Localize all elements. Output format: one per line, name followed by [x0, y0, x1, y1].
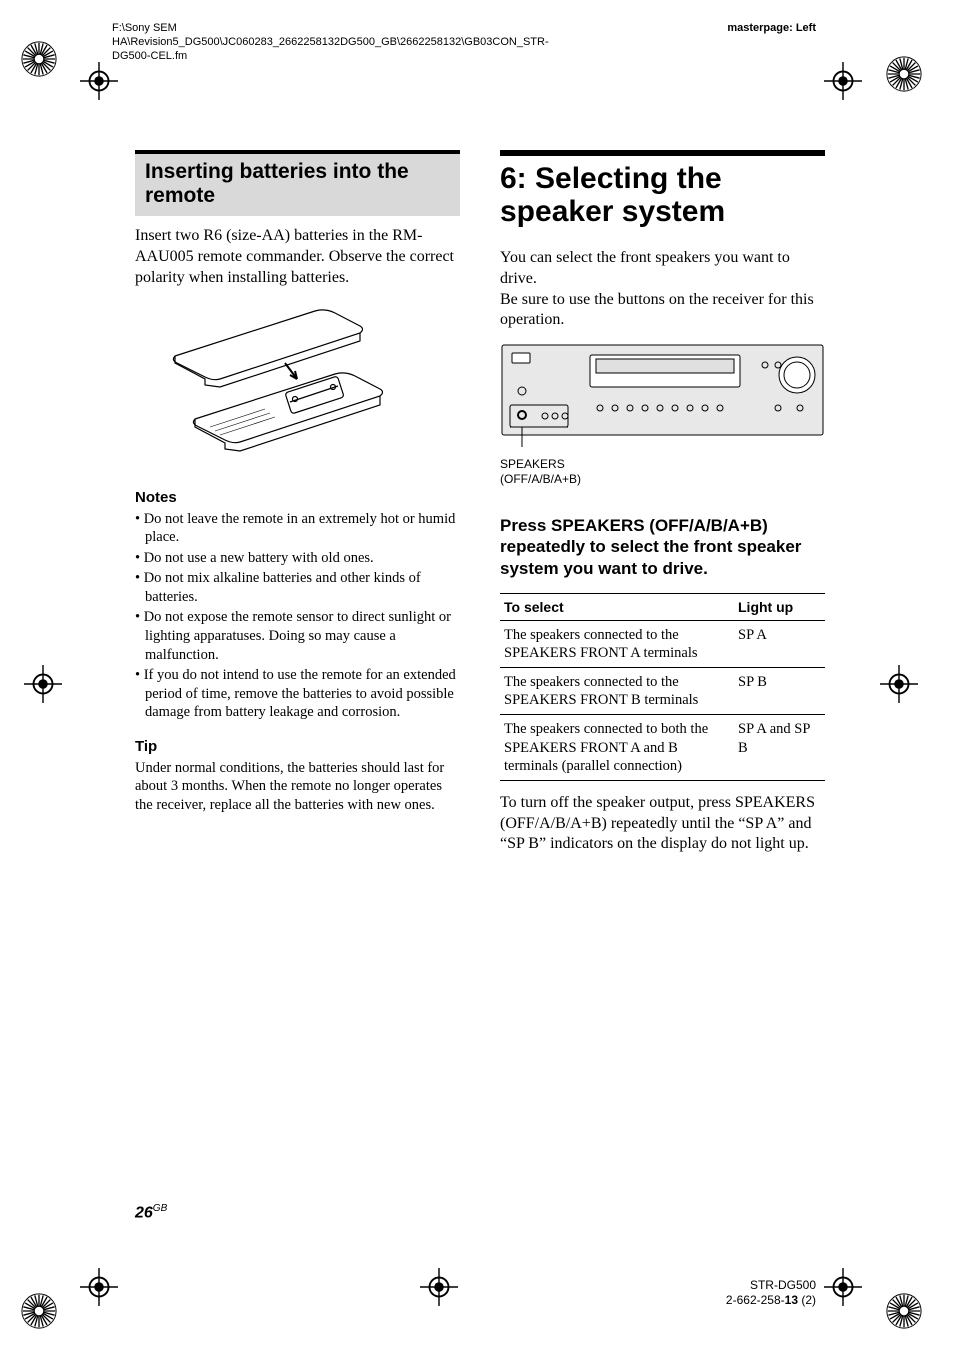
registration-mark-icon [80, 62, 118, 100]
notes-heading: Notes [135, 489, 460, 506]
note-item: Do not mix alkaline batteries and other … [135, 569, 460, 606]
registration-mark-icon [824, 1268, 862, 1306]
table-row: The speakers connected to the SPEAKERS F… [500, 668, 825, 715]
receiver-caption: SPEAKERS (OFF/A/B/A+B) [500, 457, 825, 487]
press-speakers-heading: Press SPEAKERS (OFF/A/B/A+B) repeatedly … [500, 515, 825, 579]
registration-mark-icon [885, 1292, 923, 1330]
page-number-suffix: GB [153, 1203, 167, 1214]
page-number-value: 26 [135, 1204, 153, 1221]
registration-mark-icon [420, 1268, 458, 1306]
table-cell: The speakers connected to the SPEAKERS F… [500, 620, 734, 667]
table-row: The speakers connected to the SPEAKERS F… [500, 620, 825, 667]
section-title-batteries: Inserting batteries into the remote [135, 150, 460, 216]
batteries-intro: Insert two R6 (size-AA) batteries in the… [135, 226, 460, 288]
tip-heading: Tip [135, 738, 460, 755]
note-item: Do not expose the remote sensor to direc… [135, 608, 460, 664]
registration-mark-icon [20, 1292, 58, 1330]
note-item: Do not use a new battery with old ones. [135, 549, 460, 568]
main-title: 6: Selecting the speaker system [500, 150, 825, 228]
footer-model-info: STR-DG500 2-662-258-13 (2) [726, 1278, 816, 1309]
registration-mark-icon [885, 55, 923, 93]
registration-mark-icon [880, 665, 918, 703]
footer-code-post: (2) [798, 1293, 816, 1307]
note-item: Do not leave the remote in an extremely … [135, 510, 460, 547]
registration-mark-icon [24, 665, 62, 703]
note-item: If you do not intend to use the remote f… [135, 666, 460, 722]
speaker-select-table: To select Light up The speakers connecte… [500, 593, 825, 781]
table-header-select: To select [500, 593, 734, 620]
left-column: Inserting batteries into the remote Inse… [135, 150, 460, 867]
footer-model-name: STR-DG500 [726, 1278, 816, 1294]
remote-battery-illustration [135, 301, 435, 471]
tip-body: Under normal conditions, the batteries s… [135, 759, 460, 815]
header-filepath: F:\Sony SEM HA\Revision5_DG500\JC060283_… [112, 22, 432, 63]
turnoff-text: To turn off the speaker output, press SP… [500, 793, 825, 855]
page-number: 26GB [135, 1203, 167, 1222]
footer-code-pre: 2-662-258- [726, 1293, 785, 1307]
table-cell: SP A [734, 620, 825, 667]
table-cell: The speakers connected to the SPEAKERS F… [500, 668, 734, 715]
speaker-intro: You can select the front speakers you wa… [500, 248, 825, 331]
registration-mark-icon [80, 1268, 118, 1306]
table-cell: SP A and SP B [734, 715, 825, 780]
table-cell: SP B [734, 668, 825, 715]
registration-mark-icon [20, 40, 58, 78]
table-row: The speakers connected to both the SPEAK… [500, 715, 825, 780]
registration-mark-icon [824, 62, 862, 100]
header-masterpage: masterpage: Left [727, 22, 816, 34]
page-content: Inserting batteries into the remote Inse… [135, 150, 825, 867]
receiver-illustration [500, 343, 825, 453]
footer-code-bold: 13 [785, 1293, 798, 1307]
table-header-lightup: Light up [734, 593, 825, 620]
right-column: 6: Selecting the speaker system You can … [500, 150, 825, 867]
table-cell: The speakers connected to both the SPEAK… [500, 715, 734, 780]
notes-list: Do not leave the remote in an extremely … [135, 510, 460, 722]
